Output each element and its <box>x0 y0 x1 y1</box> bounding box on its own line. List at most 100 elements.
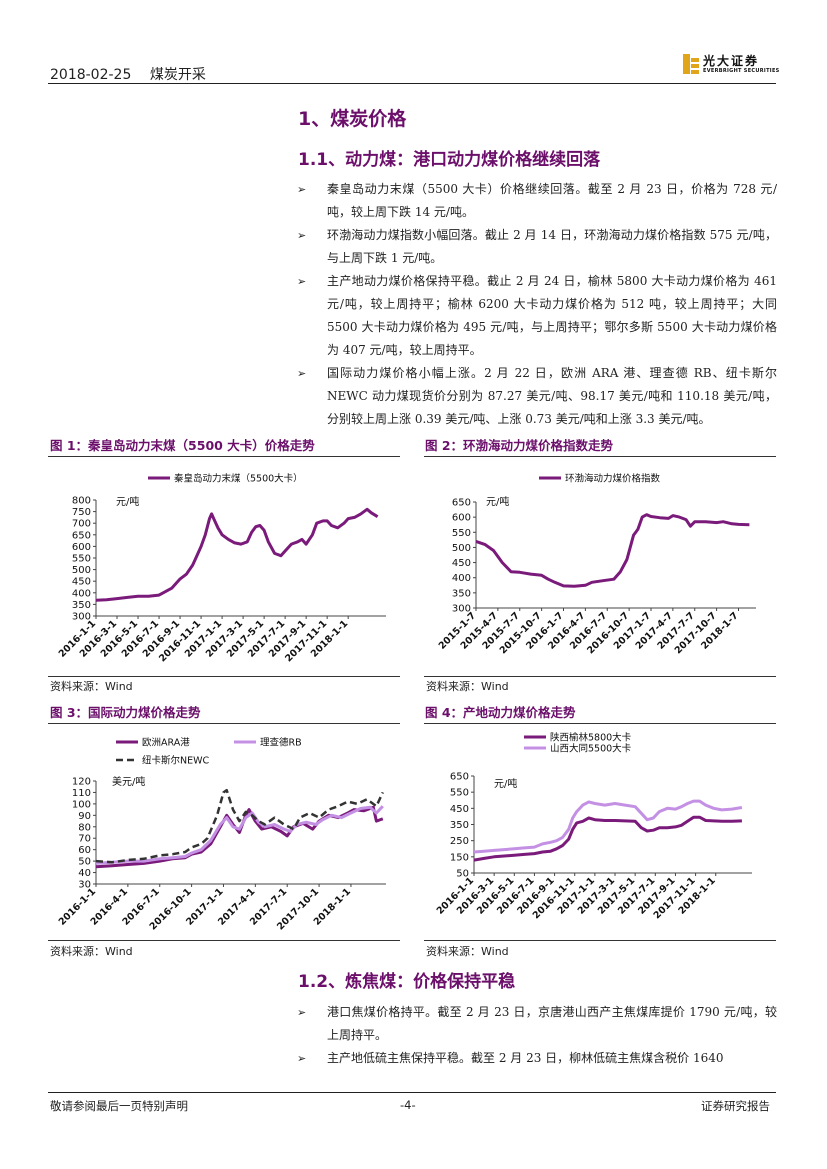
footer-divider <box>48 1092 776 1093</box>
footer-page-number: -4- <box>400 1098 416 1112</box>
bullet-item: ➢ 环渤海动力煤指数小幅回落。截止 2 月 14 日，环渤海动力煤价格指数 575… <box>297 224 777 270</box>
logo-text-cn: 光大证券 <box>703 54 760 68</box>
series-line-1 <box>95 507 379 602</box>
y-tick-label: 700 <box>72 519 91 530</box>
arrow-bullet-icon: ➢ <box>297 275 307 288</box>
y-tick-label: 750 <box>72 507 91 518</box>
series-line-1 <box>475 513 750 588</box>
y-tick-label: 550 <box>72 554 91 565</box>
y-tick-label: 550 <box>452 528 471 539</box>
y-tick-label: 600 <box>72 542 91 553</box>
arrow-bullet-icon: ➢ <box>297 1006 307 1019</box>
header-meta: 2018-02-25 煤炭开采 <box>50 64 220 84</box>
y-tick-label: 120 <box>72 777 91 788</box>
y-tick-label: 800 <box>72 496 91 507</box>
legend-label: 秦皇岛动力末煤（5500大卡） <box>174 473 303 485</box>
footer-disclaimer: 敬请参阅最后一页特别声明 <box>50 1099 188 1113</box>
y-tick-label: 550 <box>450 788 469 799</box>
y-tick-label: 450 <box>452 558 471 569</box>
y-tick-label: 70 <box>78 834 91 845</box>
fig1-title: 图 1：秦皇岛动力末煤（5500 大卡）价格走势 <box>50 438 315 453</box>
arrow-bullet-icon: ➢ <box>297 183 307 196</box>
arrow-bullet-icon: ➢ <box>297 367 307 380</box>
coking-coal-bullets: ➢ 港口焦煤价格持平。截至 2 月 23 日，京唐港山西产主焦煤库提价 1790 … <box>297 1001 777 1070</box>
fig3-bottom-rule <box>48 940 400 941</box>
fig2-bottom-rule <box>424 676 776 677</box>
series-line-3 <box>95 788 384 864</box>
y-axis-unit-label: 元/吨 <box>494 777 517 790</box>
report-date: 2018-02-25 <box>50 67 132 83</box>
y-tick-label: 600 <box>452 513 471 524</box>
fig1-bottom-rule <box>48 676 400 677</box>
y-tick-label: 450 <box>450 804 469 815</box>
fig1-source: 资料来源：Wind <box>50 680 133 693</box>
y-tick-label: 650 <box>450 772 469 783</box>
y-tick-label: 400 <box>452 573 471 584</box>
fig2-title: 图 2：环渤海动力煤价格指数走势 <box>425 438 614 453</box>
y-tick-label: 250 <box>450 836 469 847</box>
y-tick-label: 400 <box>72 588 91 599</box>
y-axis-unit-label: 元/吨 <box>486 495 509 508</box>
legend-label: 陕西榆林5800大卡 <box>550 732 632 744</box>
bullet-item: ➢ 主产地低硫主焦保持平稳。截至 2 月 23 日，柳林低硫主焦煤含税价 1640 <box>297 1047 777 1070</box>
legend-label: 山西大同5500大卡 <box>550 743 632 755</box>
bullet-item: ➢ 国际动力煤价格小幅上涨。2 月 22 日，欧洲 ARA 港、理查德 RB、纽卡… <box>297 362 777 431</box>
fig4-chart: 50150250350450550650元/吨2016-1-12016-3-12… <box>435 732 752 921</box>
legend-label: 环渤海动力煤价格指数 <box>565 473 661 485</box>
fig3-source: 资料来源：Wind <box>50 945 133 958</box>
y-tick-label: 80 <box>78 822 91 833</box>
bullet-item: ➢ 港口焦煤价格持平。截至 2 月 23 日，京唐港山西产主焦煤库提价 1790 … <box>297 1001 777 1047</box>
y-tick-label: 300 <box>452 604 471 615</box>
y-tick-label: 90 <box>78 811 91 822</box>
y-axis-unit-label: 元/吨 <box>116 495 139 508</box>
y-tick-label: 50 <box>456 869 469 880</box>
y-tick-label: 450 <box>72 577 91 588</box>
y-tick-label: 110 <box>72 788 91 799</box>
fig3-top-rule <box>48 723 400 724</box>
y-tick-label: 650 <box>452 498 471 509</box>
y-tick-label: 100 <box>72 799 91 810</box>
logo-mark-icon <box>683 54 699 74</box>
y-tick-label: 30 <box>78 880 91 891</box>
y-tick-label: 150 <box>450 852 469 863</box>
y-tick-label: 500 <box>452 543 471 554</box>
y-tick-label: 500 <box>72 565 91 576</box>
series-line-2 <box>473 799 743 854</box>
bullet-item: ➢ 主产地动力煤价格保持平稳。截止 2 月 24 日，榆林 5800 大卡动力煤价… <box>297 270 777 362</box>
fig4-title: 图 4：产地动力煤价格走势 <box>425 705 576 720</box>
report-category: 煤炭开采 <box>149 67 206 83</box>
logo-text-en: EVERBRIGHT SECURITIES <box>703 68 780 74</box>
y-tick-label: 350 <box>72 600 91 611</box>
everbright-logo: 光大证券 EVERBRIGHT SECURITIES <box>683 52 783 80</box>
fig4-source: 资料来源：Wind <box>426 945 509 958</box>
section-title-thermal-coal: 1.1、动力煤：港口动力煤价格继续回落 <box>298 150 601 170</box>
y-tick-label: 650 <box>72 530 91 541</box>
y-tick-label: 60 <box>78 845 91 856</box>
fig4-top-rule <box>424 723 776 724</box>
y-tick-label: 40 <box>78 868 91 879</box>
legend-label: 欧洲ARA港 <box>142 737 190 749</box>
arrow-bullet-icon: ➢ <box>297 1052 307 1065</box>
thermal-coal-bullets: ➢ 秦皇岛动力末煤（5500 大卡）价格继续回落。截至 2 月 23 日，价格为 … <box>297 178 777 431</box>
fig1-top-rule <box>48 456 400 457</box>
section-title-coking-coal: 1.2、炼焦煤：价格保持平稳 <box>298 972 516 992</box>
legend-label: 纽卡斯尔NEWC <box>142 755 210 767</box>
y-tick-label: 350 <box>450 820 469 831</box>
fig2-source: 资料来源：Wind <box>426 680 509 693</box>
fig4-bottom-rule <box>424 940 776 941</box>
bullet-item: ➢ 秦皇岛动力末煤（5500 大卡）价格继续回落。截至 2 月 23 日，价格为 … <box>297 178 777 224</box>
y-tick-label: 350 <box>452 588 471 599</box>
y-tick-label: 50 <box>78 857 91 868</box>
y-axis-unit-label: 美元/吨 <box>112 775 145 788</box>
y-tick-label: 300 <box>72 612 91 623</box>
header-divider <box>48 83 776 84</box>
legend-label: 理查德RB <box>260 737 302 749</box>
fig3-title: 图 3：国际动力煤价格走势 <box>50 705 201 720</box>
arrow-bullet-icon: ➢ <box>297 229 307 242</box>
section-title-coal-price: 1、煤炭价格 <box>298 108 407 130</box>
series-line-2 <box>95 805 384 865</box>
fig2-top-rule <box>424 456 776 457</box>
